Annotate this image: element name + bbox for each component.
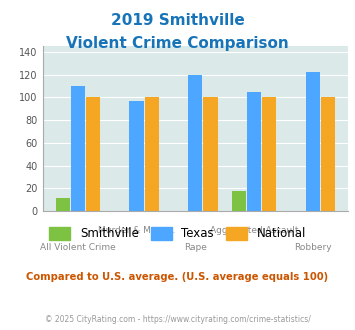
Bar xyxy=(203,97,218,211)
Text: Murder & Mans...: Murder & Mans... xyxy=(98,226,175,235)
Bar xyxy=(262,97,276,211)
Bar xyxy=(247,92,261,211)
Bar xyxy=(321,97,335,211)
Legend: Smithville, Texas, National: Smithville, Texas, National xyxy=(44,222,311,245)
Text: © 2025 CityRating.com - https://www.cityrating.com/crime-statistics/: © 2025 CityRating.com - https://www.city… xyxy=(45,315,310,324)
Text: All Violent Crime: All Violent Crime xyxy=(40,243,116,251)
Bar xyxy=(130,101,143,211)
Bar xyxy=(86,97,100,211)
Bar xyxy=(188,75,202,211)
Text: Aggravated Assault: Aggravated Assault xyxy=(210,226,298,235)
Text: Compared to U.S. average. (U.S. average equals 100): Compared to U.S. average. (U.S. average … xyxy=(26,272,329,282)
Bar xyxy=(306,72,320,211)
Text: Violent Crime Comparison: Violent Crime Comparison xyxy=(66,36,289,51)
Text: Robbery: Robbery xyxy=(294,243,332,251)
Bar xyxy=(145,97,159,211)
Bar xyxy=(232,191,246,211)
Bar xyxy=(71,86,85,211)
Bar xyxy=(55,198,70,211)
Text: Rape: Rape xyxy=(184,243,207,251)
Text: 2019 Smithville: 2019 Smithville xyxy=(111,13,244,28)
